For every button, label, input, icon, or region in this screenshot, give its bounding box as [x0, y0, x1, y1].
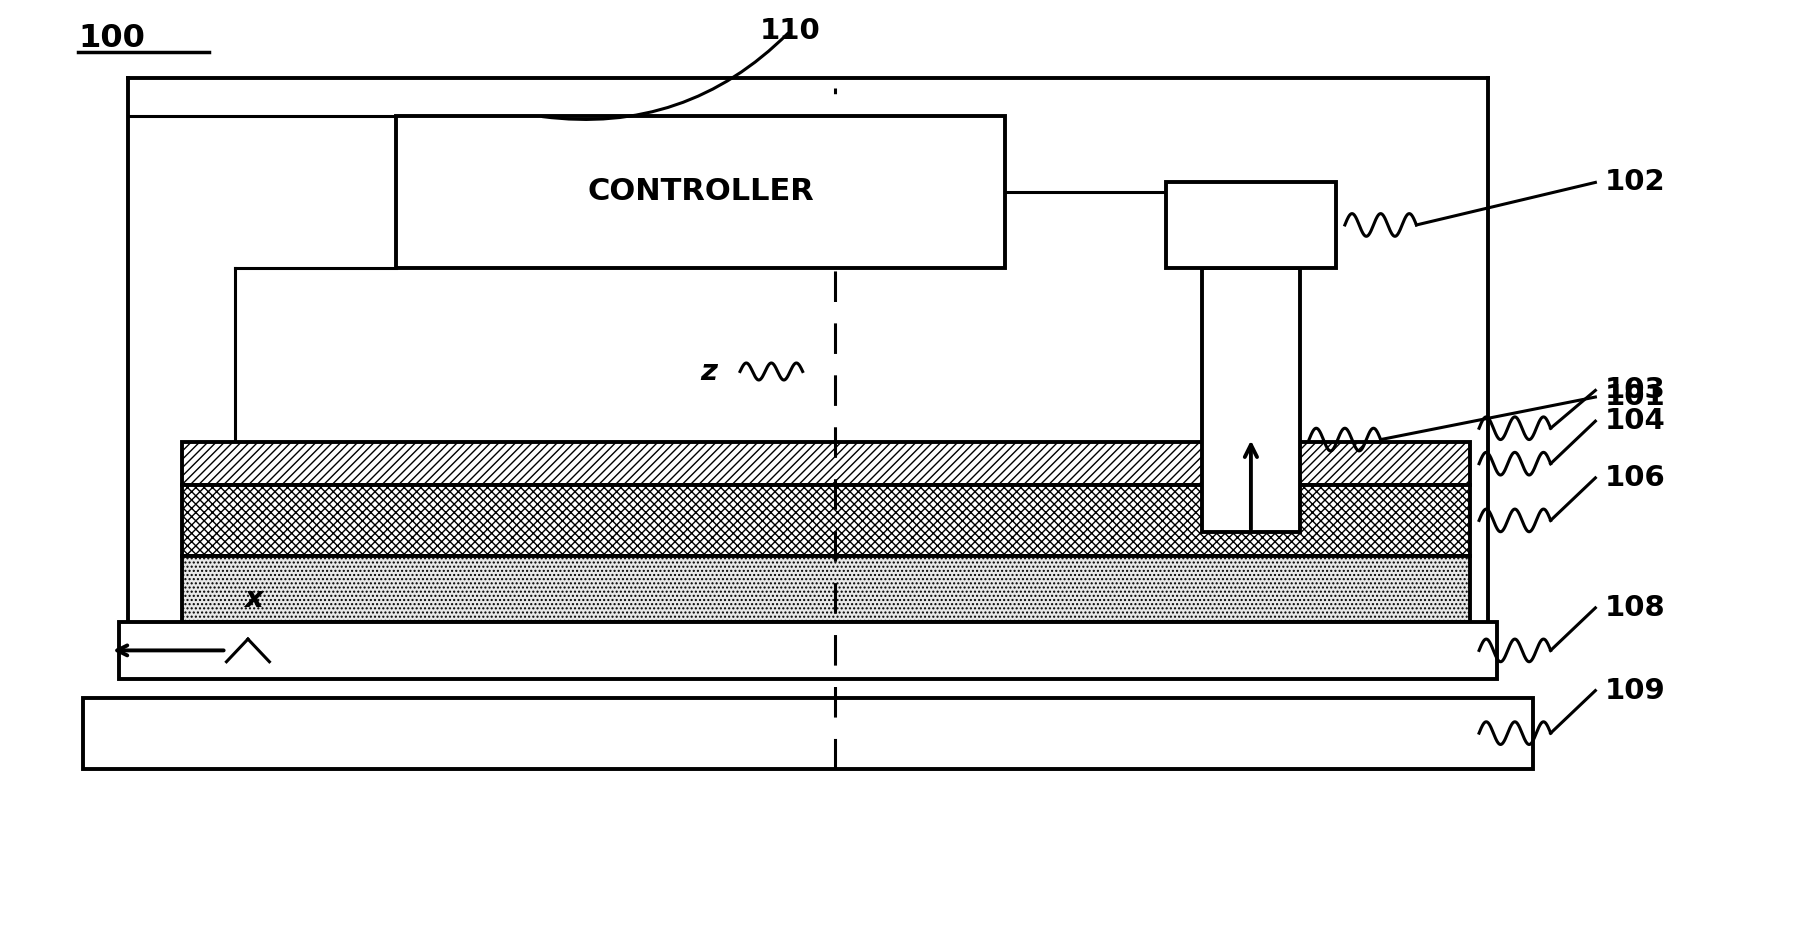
Text: x: x	[244, 585, 262, 612]
Text: 109: 109	[1605, 676, 1666, 705]
Bar	[397, 116, 1005, 267]
Text: 103: 103	[1605, 377, 1666, 404]
Bar	[1201, 267, 1300, 533]
Bar	[181, 556, 1470, 622]
Text: 102: 102	[1605, 168, 1666, 197]
Text: 104: 104	[1605, 407, 1666, 436]
Text: 108: 108	[1605, 593, 1666, 622]
Bar	[83, 698, 1533, 768]
Bar	[1167, 183, 1335, 267]
Text: 100: 100	[77, 23, 145, 54]
Bar	[181, 485, 1470, 556]
Text: 106: 106	[1605, 464, 1666, 492]
Text: z: z	[700, 358, 718, 385]
Bar	[118, 622, 1497, 679]
Text: 101: 101	[1605, 383, 1666, 411]
Text: 110: 110	[759, 17, 820, 45]
Text: CONTROLLER: CONTROLLER	[587, 178, 815, 206]
Bar	[181, 442, 1470, 485]
